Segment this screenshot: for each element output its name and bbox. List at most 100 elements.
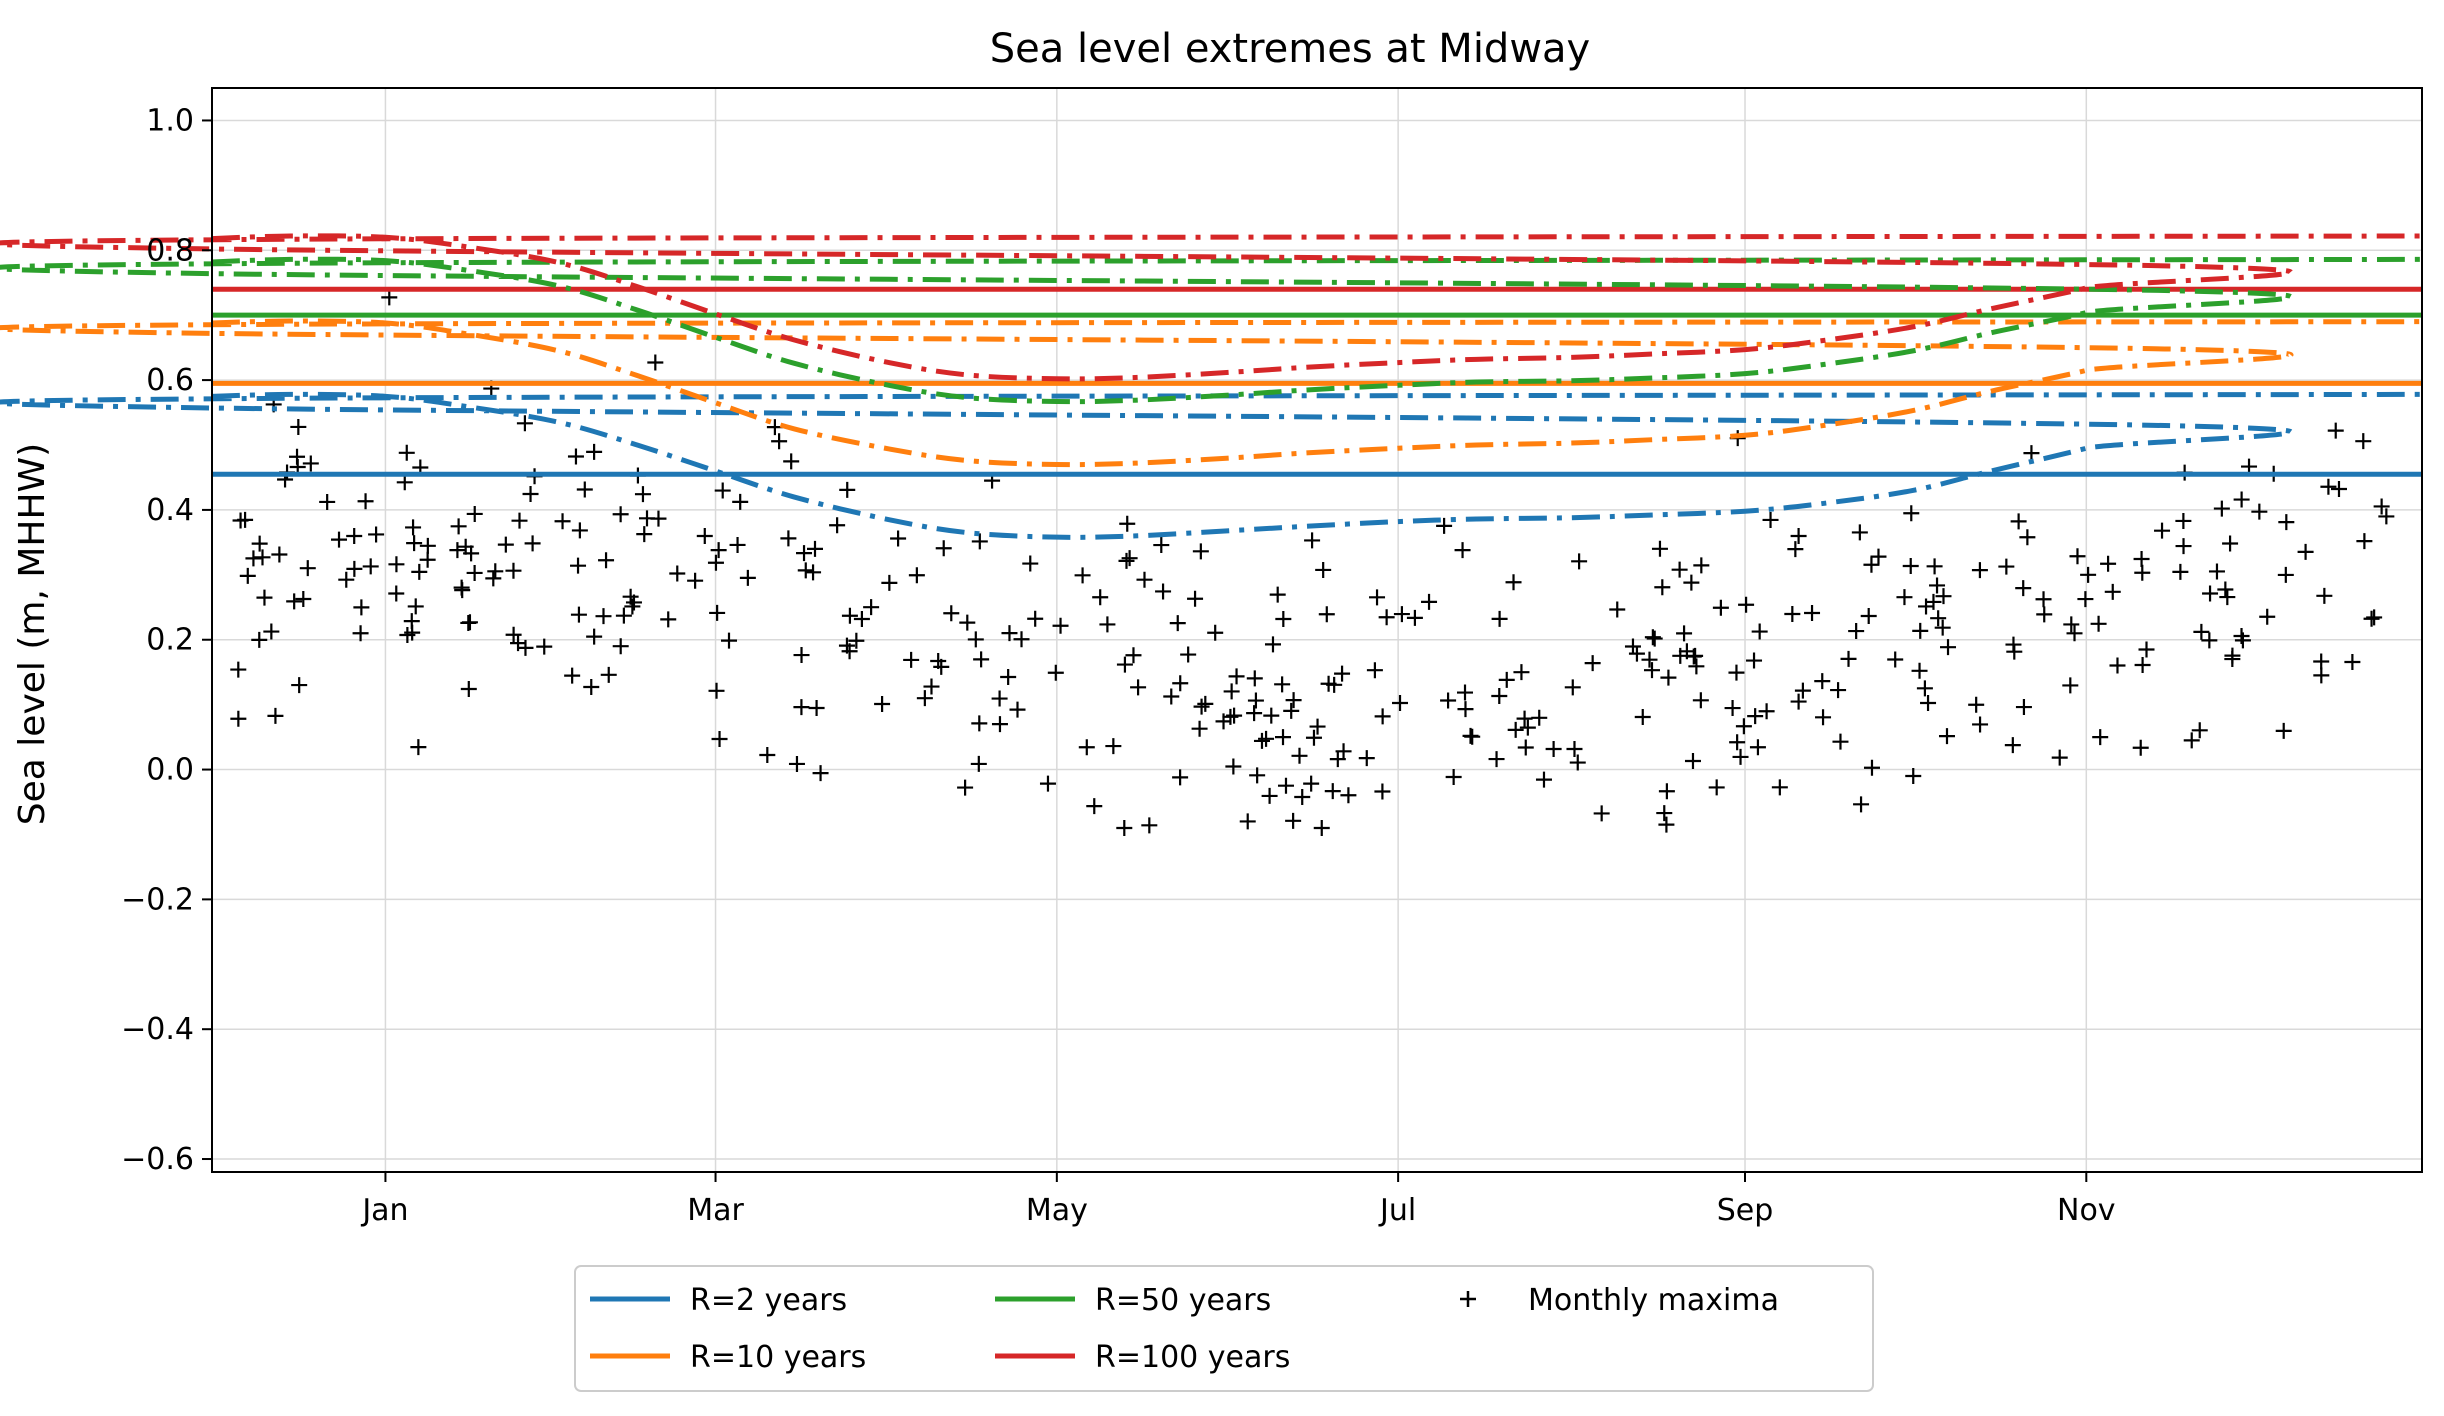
scatter-point: [930, 652, 947, 669]
scatter-point: [1643, 662, 1660, 679]
scatter-point: [1172, 675, 1189, 692]
x-tick-label: May: [1026, 1193, 1088, 1228]
scatter-point: [714, 482, 731, 499]
y-tick-label: 0.0: [146, 753, 194, 788]
scatter-point: [1870, 548, 1887, 565]
x-axis: Jan Mar May Jul Sep Nov: [360, 1172, 2116, 1228]
scatter-point: [923, 678, 940, 695]
scatter-point: [1519, 719, 1536, 736]
scatter-point: [1507, 721, 1524, 738]
scatter-point: [291, 677, 308, 694]
scatter-point: [1724, 700, 1741, 717]
scatter-point: [2006, 643, 2023, 660]
scatter-point: [1000, 668, 1017, 685]
scatter-point: [1275, 611, 1292, 628]
scatter-point: [1654, 579, 1671, 596]
scatter-point: [299, 560, 316, 577]
scatter-point: [403, 613, 420, 630]
scatter-point: [1125, 647, 1142, 664]
scatter-point: [2015, 699, 2032, 716]
scatter-point: [487, 563, 504, 580]
scatter-point: [1968, 696, 1985, 713]
scatter-point: [2104, 583, 2121, 600]
scatter-point: [1758, 703, 1775, 720]
scatter-point: [1304, 532, 1321, 549]
scatter-point: [1247, 692, 1264, 709]
scatter-point: [1488, 751, 1505, 768]
scatter-point: [1136, 571, 1153, 588]
scatter-point: [1191, 720, 1208, 737]
scatter-point: [1498, 671, 1515, 688]
scatter-point: [669, 565, 686, 582]
scatter-point: [2133, 551, 2150, 568]
y-tick-label: 0.2: [146, 623, 194, 658]
scatter-point: [812, 765, 829, 782]
scatter-point: [1086, 798, 1103, 815]
scatter-point: [2363, 610, 2380, 627]
legend-label: R=10 years: [690, 1340, 866, 1375]
scatter-point: [1646, 630, 1663, 647]
scatter-point: [1684, 752, 1701, 769]
scatter-point: [853, 610, 870, 627]
scatter-point: [2134, 564, 2151, 581]
scatter-point: [1535, 771, 1552, 788]
scatter-point: [1172, 769, 1189, 786]
chart-title: Sea level extremes at Midway: [990, 26, 1590, 72]
scatter-point: [1545, 740, 1562, 757]
scatter-point: [1305, 729, 1322, 746]
scatter-point: [1804, 605, 1821, 622]
scatter-point: [583, 679, 600, 696]
scatter-point: [1027, 610, 1044, 627]
scatter-point: [1358, 750, 1375, 767]
scatter-point: [230, 661, 247, 678]
scatter-point: [457, 538, 474, 555]
scatter-point: [2004, 737, 2021, 754]
scatter-point: [612, 506, 629, 523]
scatter-point: [571, 522, 588, 539]
scatter-point: [251, 535, 268, 552]
x-tick-label: Sep: [1717, 1193, 1774, 1228]
scatter-point: [1794, 682, 1811, 699]
scatter-point: [1223, 683, 1240, 700]
scatter-point: [2175, 512, 2192, 529]
scatter-point: [331, 531, 348, 548]
scatter-point: [634, 486, 651, 503]
scatter-point: [1258, 730, 1275, 747]
scatter-point: [1269, 586, 1286, 603]
scatter-point: [466, 564, 483, 581]
scatter-point: [1784, 606, 1801, 623]
scatter-point: [612, 638, 629, 655]
scatter-point: [1105, 738, 1122, 755]
scatter-point: [1747, 708, 1764, 725]
scatter-point: [707, 554, 724, 571]
scatter-point: [1912, 622, 1929, 639]
scatter-point: [2275, 722, 2292, 739]
scatter-point: [1283, 702, 1300, 719]
scatter-point: [1708, 779, 1725, 796]
scatter-point: [1651, 540, 1668, 557]
scatter-point: [1001, 625, 1018, 642]
scatter-point: [709, 604, 726, 621]
legend-label: R=2 years: [690, 1283, 847, 1318]
scatter-point: [1911, 662, 1928, 679]
scatter-point: [1634, 708, 1651, 725]
scatter-point: [1193, 698, 1210, 715]
scatter-point: [1118, 552, 1135, 569]
scatter-point: [2175, 538, 2192, 555]
scatter-point: [461, 614, 478, 631]
scatter-point: [1672, 647, 1689, 664]
scatter-point: [595, 608, 612, 625]
scatter-point: [2036, 606, 2053, 623]
scatter-point: [1141, 817, 1158, 834]
scatter-layer: [230, 289, 2395, 836]
scatter-point: [586, 443, 603, 460]
scatter-point: [2019, 529, 2036, 546]
scatter-point: [1972, 716, 1989, 733]
scatter-point: [1180, 646, 1197, 663]
scatter-point: [388, 556, 405, 573]
scatter-point: [1207, 624, 1224, 641]
scatter-point: [808, 699, 825, 716]
scatter-point: [2092, 729, 2109, 746]
scatter-point: [1155, 583, 1172, 600]
